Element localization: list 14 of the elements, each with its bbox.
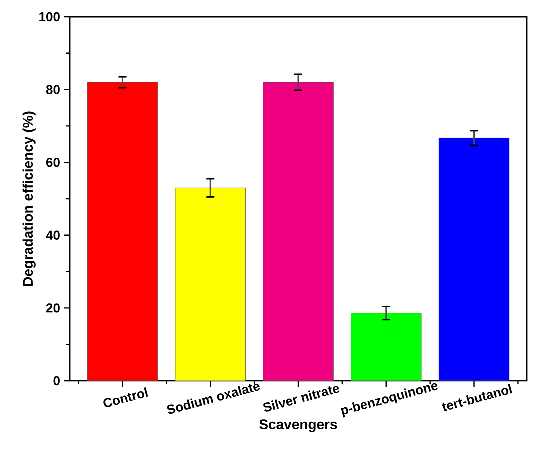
y-tick-label: 0 bbox=[54, 376, 60, 386]
x-tick-label: Silver nitrate bbox=[264, 386, 340, 412]
y-axis-title: Degradation efficiency (%) bbox=[22, 112, 36, 286]
x-tick-label: Control bbox=[104, 388, 148, 408]
y-tick-label: 100 bbox=[40, 12, 60, 22]
x-tick-label: Sodium oxalate bbox=[167, 384, 260, 414]
y-tick-label: 40 bbox=[46, 230, 60, 240]
y-tick-label: 80 bbox=[46, 85, 60, 94]
bar bbox=[263, 82, 334, 381]
bar bbox=[87, 82, 158, 381]
bar bbox=[438, 138, 510, 381]
y-tick-label: 20 bbox=[46, 304, 60, 313]
y-tick-label: 60 bbox=[46, 158, 60, 168]
x-axis-title: Scavengers bbox=[260, 420, 338, 432]
